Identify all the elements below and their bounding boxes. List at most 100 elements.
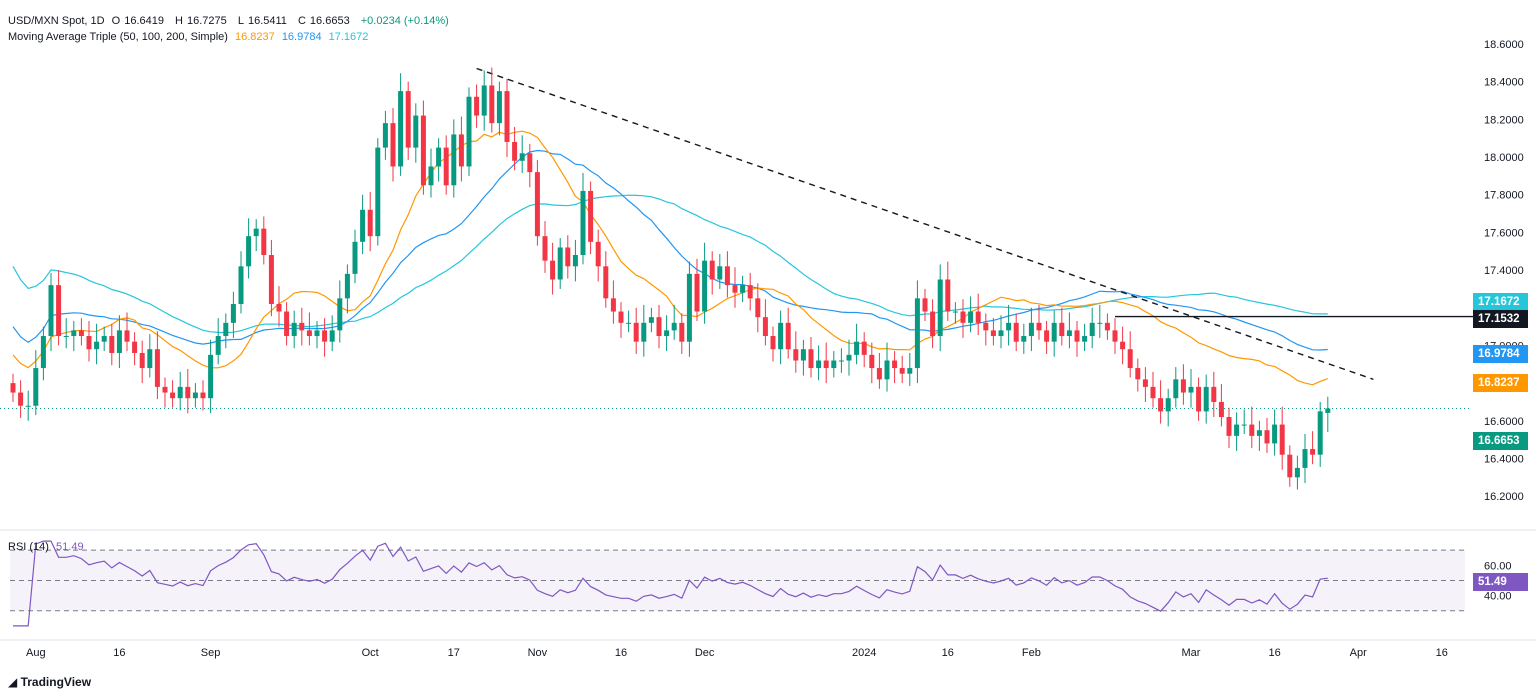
candle-body xyxy=(595,241,601,267)
candle-body xyxy=(1082,336,1088,342)
candle-body xyxy=(717,266,723,280)
candle-body xyxy=(360,209,366,242)
candle-body xyxy=(1317,411,1323,455)
time-tick-label: Dec xyxy=(695,647,715,659)
candle-body xyxy=(489,85,495,124)
candle-body xyxy=(109,336,115,353)
ma50-line xyxy=(12,130,1329,386)
candle-body xyxy=(436,147,442,167)
time-tick-label: Mar xyxy=(1182,647,1201,659)
candle-body xyxy=(1294,467,1300,478)
candle-body xyxy=(1074,330,1080,342)
candle-body xyxy=(1158,398,1164,412)
candle-body xyxy=(1287,454,1293,478)
candle-body xyxy=(831,360,837,369)
ma200-price-badge: 17.1672 xyxy=(1473,293,1528,311)
time-tick-label: 17 xyxy=(448,647,460,659)
price-tick-label: 18.4000 xyxy=(1484,77,1524,89)
time-tick-label: Aug xyxy=(26,647,46,659)
candle-body xyxy=(823,360,829,369)
candle-body xyxy=(641,322,647,342)
candle-body xyxy=(10,383,16,393)
candle-body xyxy=(1241,424,1247,426)
candle-body xyxy=(1150,386,1156,399)
tradingview-icon: ◢ xyxy=(8,675,18,689)
candle-body xyxy=(534,172,540,237)
candle-body xyxy=(664,330,670,337)
candle-body xyxy=(1112,330,1118,342)
candle-body xyxy=(185,386,191,399)
candle-body xyxy=(527,153,533,173)
candle-body xyxy=(1142,379,1148,387)
candle-body xyxy=(299,322,305,331)
ma100-price-badge: 16.9784 xyxy=(1473,345,1528,363)
candle-body xyxy=(770,336,776,350)
candle-body xyxy=(466,96,472,167)
candle-body xyxy=(1021,336,1027,342)
candle-body xyxy=(1218,401,1224,418)
symbol-legend: USD/MXN Spot, 1D O 16.6419 H 16.7275 L 16.5… xyxy=(8,15,453,27)
candle-body xyxy=(33,368,39,406)
candle-body xyxy=(671,322,677,331)
candle-body xyxy=(1089,322,1095,337)
candle-body xyxy=(25,405,31,407)
candle-body xyxy=(907,368,913,374)
ohlc-open: O 16.6419 xyxy=(111,15,164,27)
candle-body xyxy=(793,349,799,361)
rsi-value-badge: 51.49 xyxy=(1473,573,1528,591)
candle-body xyxy=(990,330,996,337)
candle-body xyxy=(1028,322,1034,337)
rsi-title: RSI (14) xyxy=(8,541,49,553)
candle-body xyxy=(755,298,761,318)
candle-body xyxy=(557,247,563,280)
price-tick-label: 17.4000 xyxy=(1484,265,1524,277)
price-tick-label: 16.4000 xyxy=(1484,453,1524,465)
candle-body xyxy=(496,91,502,124)
brand-name: TradingView xyxy=(20,675,92,689)
candle-body xyxy=(253,228,259,237)
time-tick-label: 16 xyxy=(942,647,954,659)
time-tick-label: 16 xyxy=(1268,647,1280,659)
candle-body xyxy=(170,392,176,399)
candle-body xyxy=(223,322,229,337)
level-price-badge: 17.1532 xyxy=(1473,310,1528,328)
ohlc-high: H 16.7275 xyxy=(175,15,227,27)
candle-body xyxy=(679,322,685,342)
candle-body xyxy=(854,341,860,355)
ma100-value: 16.9784 xyxy=(281,31,322,43)
candle-body xyxy=(78,330,84,337)
candle-body xyxy=(914,298,920,369)
candle-body xyxy=(1013,322,1019,342)
candle-body xyxy=(1135,368,1141,380)
time-tick-label: Nov xyxy=(528,647,548,659)
candle-body xyxy=(215,336,221,355)
candle-body xyxy=(1234,424,1240,436)
candle-body xyxy=(838,360,844,362)
candle-body xyxy=(565,247,571,267)
price-tick-label: 17.8000 xyxy=(1484,190,1524,202)
candle-body xyxy=(177,386,183,399)
candle-body xyxy=(284,311,290,337)
candle-body xyxy=(1051,322,1057,342)
candle-body xyxy=(1120,341,1126,350)
candle-body xyxy=(71,330,77,337)
candle-body xyxy=(1044,330,1050,342)
candle-body xyxy=(747,285,753,299)
price-tick-label: 16.6000 xyxy=(1484,416,1524,428)
candle-body xyxy=(922,298,928,312)
candle-body xyxy=(382,123,388,148)
candle-body xyxy=(626,322,632,324)
candle-body xyxy=(1325,408,1331,413)
candle-body xyxy=(1180,379,1186,393)
candle-body xyxy=(398,91,404,167)
candle-body xyxy=(648,317,654,323)
rsi-tick-label: 60.00 xyxy=(1484,560,1512,572)
ma-legend: Moving Average Triple (50, 100, 200, Sim… xyxy=(8,31,372,43)
candle-body xyxy=(656,317,662,337)
candle-body xyxy=(1127,349,1133,369)
candle-body xyxy=(588,190,594,242)
candle-body xyxy=(337,298,343,331)
candle-body xyxy=(1173,379,1179,399)
candle-body xyxy=(869,354,875,369)
